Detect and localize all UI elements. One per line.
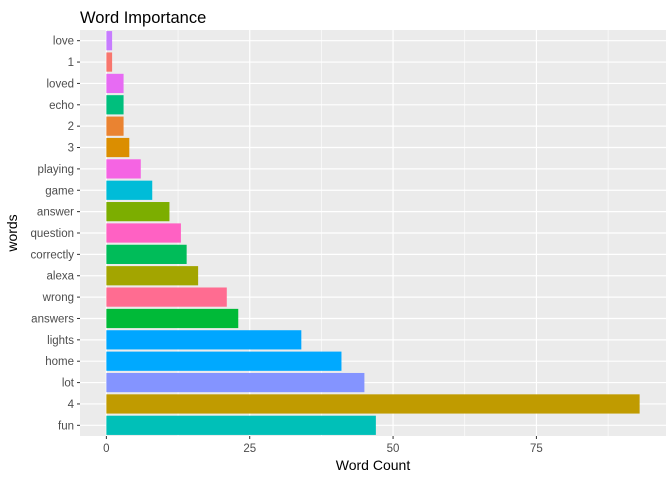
y-axis-tick-labels: fun 4 lot home lights answers wrong alexa correc… — [31, 36, 80, 432]
y-tick-label: 3 — [68, 143, 74, 155]
bar-loved — [106, 73, 124, 94]
bar-echo — [106, 95, 124, 115]
y-tick-label: game — [45, 185, 74, 197]
y-tick-label: lights — [47, 335, 74, 347]
bar-game — [106, 180, 153, 200]
y-tick-label: correctly — [31, 249, 75, 261]
y-tick-label: loved — [47, 78, 75, 90]
bar-fun — [106, 415, 376, 435]
bar-wrong — [106, 287, 227, 307]
y-tick-label: 4 — [68, 399, 75, 411]
bar-alexa — [106, 266, 199, 286]
y-tick-label: lot — [62, 378, 75, 390]
bar-lights — [106, 330, 302, 350]
x-axis-tick-labels: 0 25 50 75 — [103, 436, 543, 455]
bar-question — [106, 223, 181, 243]
bars — [106, 31, 640, 435]
x-tick-label: 0 — [103, 443, 109, 455]
y-tick-label: answer — [37, 207, 74, 219]
bar-4 — [106, 394, 640, 414]
y-tick-label: wrong — [42, 292, 74, 304]
y-tick-label: answers — [31, 313, 74, 325]
bar-playing — [106, 159, 141, 179]
bar-2 — [106, 116, 124, 136]
y-tick-label: home — [45, 356, 74, 368]
bar-home — [106, 351, 342, 371]
bar-correctly — [106, 244, 187, 264]
bar-answers — [106, 308, 239, 329]
y-axis-title: words — [4, 214, 20, 252]
bar-love — [106, 31, 113, 51]
y-tick-label: 2 — [68, 121, 74, 133]
bar-1 — [106, 52, 113, 72]
y-tick-label: 1 — [68, 57, 74, 69]
y-tick-label: fun — [58, 420, 74, 432]
x-tick-label: 25 — [243, 443, 256, 455]
chart-title: Word Importance — [80, 9, 206, 27]
y-tick-label: question — [31, 228, 74, 240]
x-axis-title: Word Count — [336, 457, 411, 473]
bar-3 — [106, 137, 130, 158]
y-tick-label: alexa — [47, 271, 75, 283]
y-tick-label: echo — [49, 100, 74, 112]
x-tick-label: 75 — [530, 443, 543, 455]
bar-answer — [106, 202, 170, 222]
x-tick-label: 50 — [387, 443, 400, 455]
bar-lot — [106, 372, 365, 393]
y-tick-label: playing — [38, 164, 74, 176]
y-tick-label: love — [53, 36, 74, 48]
